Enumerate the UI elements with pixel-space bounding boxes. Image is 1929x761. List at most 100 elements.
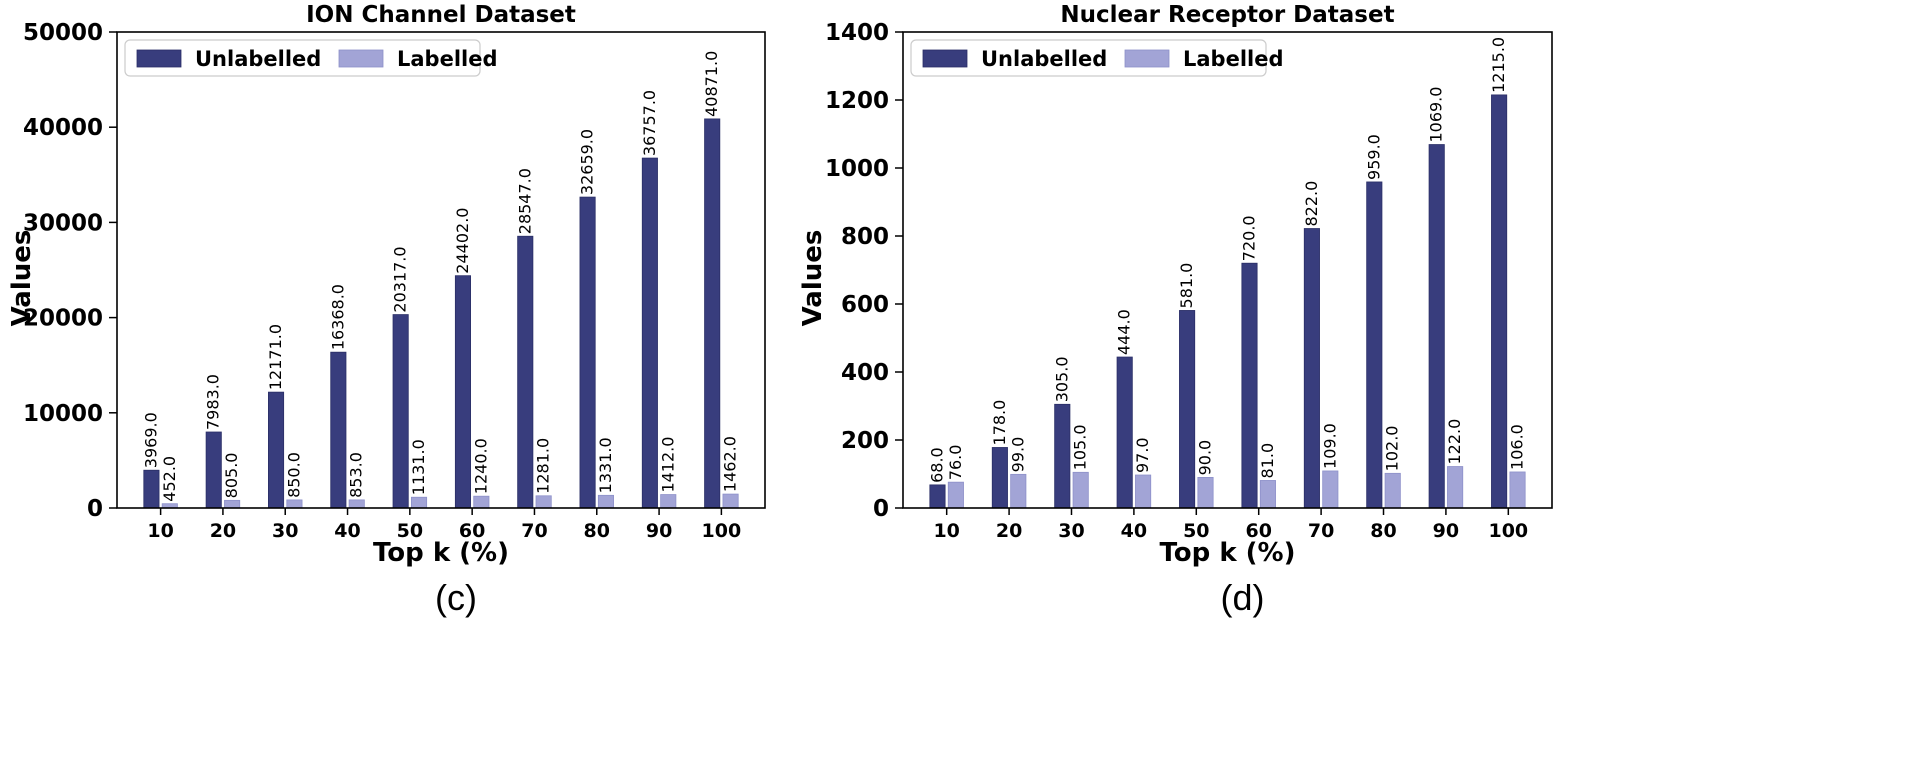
x-tick-label: 40 (334, 520, 360, 542)
data-label: 1281.0 (534, 438, 553, 494)
x-tick-label: 60 (1245, 520, 1271, 542)
y-tick-label: 200 (841, 428, 889, 454)
y-axis-label: Values (7, 230, 37, 327)
y-tick-label: 1400 (825, 20, 889, 46)
bar-unlabelled (991, 447, 1008, 509)
data-label: 97.0 (1133, 437, 1152, 473)
bar-unlabelled (929, 484, 946, 509)
data-label: 24402.0 (453, 208, 472, 274)
bar-unlabelled (454, 275, 471, 509)
y-tick-label: 10000 (23, 401, 103, 427)
bar-unlabelled (330, 351, 347, 509)
x-axis-label: Top k (%) (1160, 538, 1296, 568)
bar-unlabelled (641, 157, 658, 509)
data-label: 106.0 (1508, 424, 1527, 470)
legend-swatch-unlabelled (922, 49, 968, 68)
data-label: 40871.0 (702, 51, 721, 117)
y-tick-label: 600 (841, 292, 889, 318)
legend-label-unlabelled: Unlabelled (981, 47, 1107, 71)
bar-unlabelled (1241, 262, 1258, 509)
data-label: 178.0 (990, 400, 1009, 446)
plot-frame (116, 31, 766, 509)
bar-unlabelled (143, 469, 160, 509)
legend-label-unlabelled: Unlabelled (195, 47, 321, 71)
data-label: 105.0 (1071, 424, 1090, 470)
bar-labelled (224, 499, 241, 509)
x-tick-label: 20 (210, 520, 236, 542)
legend-label-labelled: Labelled (1183, 47, 1284, 71)
bar-labelled (348, 499, 365, 509)
data-label: 20317.0 (391, 246, 410, 312)
y-axis-label: Values (798, 230, 828, 327)
data-label: 16368.0 (328, 284, 347, 350)
x-tick-label: 10 (933, 520, 959, 542)
y-tick-label: 20000 (23, 306, 103, 332)
y-tick-label: 30000 (23, 210, 103, 236)
x-tick-label: 100 (702, 520, 742, 542)
bar-unlabelled (1116, 356, 1133, 509)
data-label: 1069.0 (1427, 87, 1446, 143)
bar-labelled (660, 494, 677, 509)
x-tick-label: 20 (996, 520, 1022, 542)
bar-unlabelled (392, 314, 409, 509)
bar-labelled (947, 481, 964, 509)
bar-labelled (1509, 471, 1526, 509)
chart-panel-nuclear-receptor: Nuclear Receptor Dataset 0 200 400 600 800 100… (798, 2, 1553, 618)
bar-labelled (535, 495, 552, 509)
x-axis-label: Top k (%) (373, 538, 509, 568)
x-tick-label: 50 (1183, 520, 1209, 542)
data-label: 109.0 (1320, 423, 1339, 469)
bar-unlabelled (704, 118, 721, 509)
legend: Unlabelled Labelled (124, 39, 498, 77)
y-tick-label: 800 (841, 224, 889, 250)
data-label: 853.0 (347, 452, 366, 498)
bar-labelled (722, 493, 739, 509)
data-label: 720.0 (1239, 215, 1258, 261)
x-tick-label: 90 (1433, 520, 1459, 542)
data-label: 1412.0 (658, 437, 677, 493)
bar-labelled (1197, 476, 1214, 509)
x-tick-label: 30 (272, 520, 298, 542)
legend-swatch-unlabelled (136, 49, 182, 68)
chart-panel-ion-channel: ION Channel Dataset 0 10000 20000 30000 40000… (7, 2, 766, 618)
chart-title: Nuclear Receptor Dataset (1060, 2, 1394, 28)
data-label: 102.0 (1383, 426, 1402, 472)
x-tick-label: 30 (1058, 520, 1084, 542)
data-label: 444.0 (1115, 309, 1134, 355)
chart-title: ION Channel Dataset (306, 2, 576, 28)
legend-swatch-labelled (338, 49, 384, 68)
x-tick-label: 10 (147, 520, 173, 542)
data-label: 1131.0 (409, 439, 428, 495)
data-label: 1331.0 (596, 437, 615, 493)
bar-unlabelled (1179, 310, 1196, 509)
x-tick-label: 100 (1488, 520, 1528, 542)
bar-labelled (1135, 474, 1152, 509)
bar-unlabelled (517, 235, 534, 509)
data-label: 581.0 (1177, 263, 1196, 309)
bar-labelled (411, 496, 428, 509)
plot-frame (902, 31, 1553, 509)
bar-labelled (1322, 470, 1339, 509)
bar-unlabelled (579, 196, 596, 509)
data-label: 1240.0 (471, 438, 490, 494)
y-tick-label: 400 (841, 360, 889, 386)
data-label: 1462.0 (721, 436, 740, 492)
bar-labelled (1259, 480, 1276, 509)
x-tick-label: 70 (1308, 520, 1334, 542)
bar-unlabelled (1366, 181, 1383, 509)
bar-labelled (1010, 473, 1027, 509)
y-tick-label: 1200 (825, 88, 889, 114)
bar-unlabelled (1428, 144, 1445, 509)
y-tick-label: 40000 (23, 115, 103, 141)
data-label: 305.0 (1052, 356, 1071, 402)
data-label: 12171.0 (266, 324, 285, 390)
data-label: 850.0 (284, 452, 303, 498)
y-tick-label: 50000 (23, 20, 103, 46)
data-label: 68.0 (927, 447, 946, 483)
bar-labelled (1384, 472, 1401, 509)
data-label: 122.0 (1445, 419, 1464, 465)
y-tick-label: 0 (87, 496, 103, 522)
x-tick-label: 70 (521, 520, 547, 542)
